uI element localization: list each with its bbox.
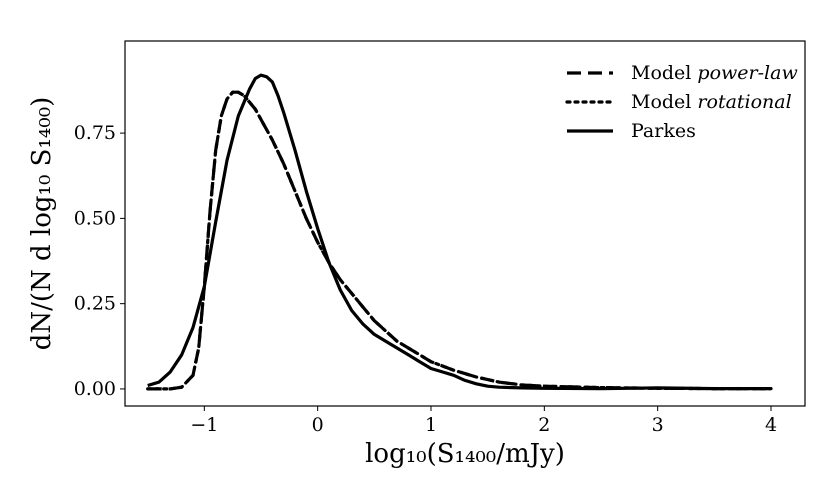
- legend-entry-italic: rotational: [697, 91, 791, 113]
- legend-entry-prefix: Parkes: [631, 120, 696, 142]
- x-tick-label: 0: [312, 414, 324, 436]
- legend-entry-prefix: Model: [631, 91, 697, 113]
- x-axis-ticks: −1 0 1 2 3 4: [190, 406, 777, 436]
- legend-entry-label: Parkes: [631, 120, 696, 142]
- legend-entry-label: Model rotational: [631, 91, 792, 113]
- axes-frame: [124, 40, 806, 407]
- y-tick-label: 0.50: [74, 207, 116, 229]
- x-tick-label: 1: [425, 414, 437, 436]
- x-axis-label: log₁₀(S₁₄₀₀/mJy): [365, 439, 565, 469]
- y-tick-label: 0.75: [74, 122, 116, 144]
- x-tick-label: −1: [190, 414, 218, 436]
- x-tick-label: 2: [538, 414, 550, 436]
- plot-area: −1 0 1 2 3 4 0.00 0.25 0.50 0.75: [74, 40, 806, 436]
- series-line-dashed: [147, 90, 771, 391]
- series-line-solid: [147, 73, 771, 391]
- legend-entry-prefix: Model: [631, 62, 697, 84]
- legend-entry-italic: power-law: [697, 62, 797, 84]
- x-tick-label: 3: [652, 414, 664, 436]
- y-tick-label: 0.00: [74, 378, 116, 400]
- x-tick-label: 4: [765, 414, 777, 436]
- series-layer: [146, 73, 773, 391]
- y-axis-label: dN/(N d log₁₀ S₁₄₀₀): [27, 97, 57, 351]
- y-tick-label: 0.25: [74, 293, 116, 315]
- legend-entry-label: Model power-law: [631, 62, 798, 84]
- y-axis-ticks: 0.00 0.25 0.50 0.75: [74, 122, 125, 400]
